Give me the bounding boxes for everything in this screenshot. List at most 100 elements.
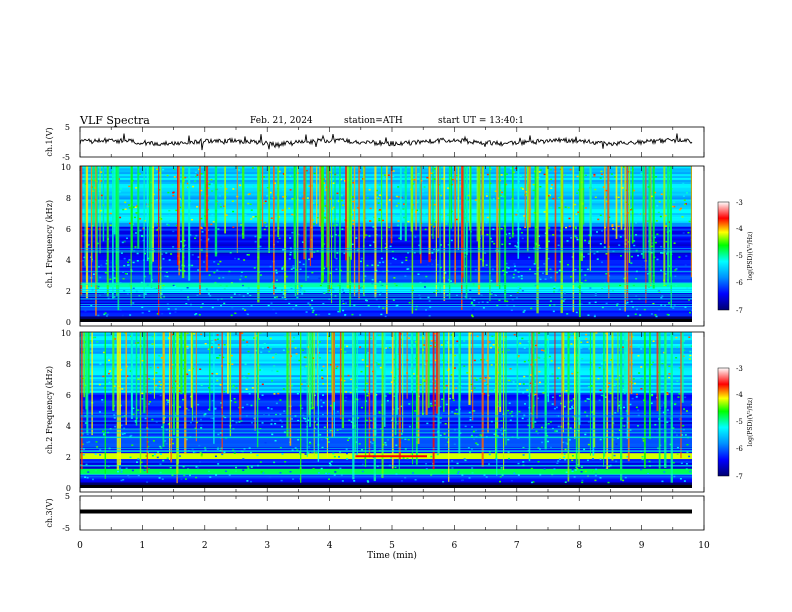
sferic-streak [589,166,592,237]
spectrogram-cell [574,235,577,237]
spectrogram-cell [192,400,195,403]
spectrogram-cell [109,224,112,227]
spectrogram-cell [99,209,102,212]
spectrogram-cell [98,266,101,268]
spectrogram-cell [515,278,518,280]
spectrogram-cell [677,396,680,398]
sferic-streak [415,166,417,231]
spectrogram-band [80,314,692,317]
spectrogram-cell [344,351,347,353]
spectrogram-cell [662,411,665,414]
spectrogram-cell [178,387,181,389]
spectrogram-cell [81,409,84,411]
ch1-spectrogram-ylabel: ch.1 Frequency (kHz) [45,200,54,288]
spectrogram-cell [121,388,124,390]
spectrogram-cell [523,309,526,312]
spectrogram-cell [520,275,523,277]
spectrogram-cell [219,384,222,386]
spectrogram-cell [336,410,339,413]
spectrogram-cell [471,467,474,469]
spectrogram-cell [625,441,628,443]
spectrogram-cell [170,253,173,255]
spectrogram-cell [304,418,307,420]
ch1-spectrogram-xticks [79,166,705,326]
spectrogram-cell [195,466,198,468]
interference-line [80,437,692,439]
spectrogram-cell [319,434,322,436]
spectrogram-cell [319,177,322,179]
spectrogram-cell [422,190,425,193]
ch1-ytick-top: 5 [65,123,70,132]
spectrogram-cell [149,366,152,369]
spectrogram-cell [363,389,366,391]
spectrogram-cell [127,474,130,477]
spectrogram-cell [291,198,294,200]
spectrogram-cell [128,185,131,188]
spectrogram-cell [199,452,202,454]
spectrogram-cell [107,372,110,375]
spectrogram-cell [568,333,571,336]
spectrogram-cell [140,234,143,237]
spectrogram-cell [210,178,213,181]
interference-line [80,428,692,430]
spectrogram-cell [219,437,222,439]
spectrogram-cell [179,269,182,272]
sferic-streak [411,332,413,392]
spectrogram-cell [629,429,632,431]
spectrogram-cell [642,440,645,442]
spectrogram-cell [281,267,284,269]
sferic-streak [333,332,335,402]
sferic-streak [526,166,529,252]
sferic-streak [502,332,505,471]
sferic-streak [305,166,307,281]
time-tick-10: 10 [698,541,710,551]
spectrogram-cell [633,189,636,192]
spectrogram-cell [616,437,619,439]
spectrogram-cell [92,336,95,339]
spectrogram-cell [223,343,226,346]
spectrogram-cell [510,410,513,413]
sferic-streak [643,332,646,468]
spectrogram-cell [348,437,351,439]
spectrogram-cell [566,313,569,315]
spectrogram-cell [391,250,394,253]
spectrogram-cell [633,244,636,247]
spectrogram-cell [161,253,164,255]
sferic-streak [84,166,86,266]
spectrogram-cell [621,417,624,420]
spectrogram-cell [195,476,198,479]
spectrogram-cell [440,344,443,346]
spectrogram-cell [534,359,537,361]
spectrogram-cell [319,225,322,228]
spectrogram-cell [208,274,211,276]
spectrogram-cell [480,358,483,361]
spectrogram-cell [426,176,429,179]
spectrogram-cell [384,243,387,245]
spectrogram-cell [185,303,188,305]
spectrogram-cell [155,386,158,388]
spectrogram-cell [359,314,362,316]
spectrogram-cell [311,307,314,309]
spectrogram-cell [378,411,381,413]
spectrogram-cell [234,312,237,315]
spectrogram-cell [169,219,172,222]
spectrogram-cell [291,213,294,216]
spectrogram-cell [230,296,233,299]
sferic-streak [316,166,318,224]
spectrogram-cell [124,332,127,334]
spectrogram-cell [216,379,219,382]
spectrogram-cell [108,381,111,384]
spectrogram-cell [408,403,411,405]
sferic-streak [648,166,651,285]
spectrogram-cell [352,223,355,225]
sferic-streak [81,332,83,470]
sferic-streak [496,166,499,286]
spectrogram-cell [145,384,148,386]
spectrogram-cell [558,269,561,272]
spectrogram-cell [602,186,605,188]
spectrogram-cell [360,370,363,373]
spectrogram-cell [436,453,439,456]
ch2-freq-tick-2: 2 [66,453,71,462]
spectrogram-cell [110,378,113,381]
sferic-streak [452,332,455,399]
